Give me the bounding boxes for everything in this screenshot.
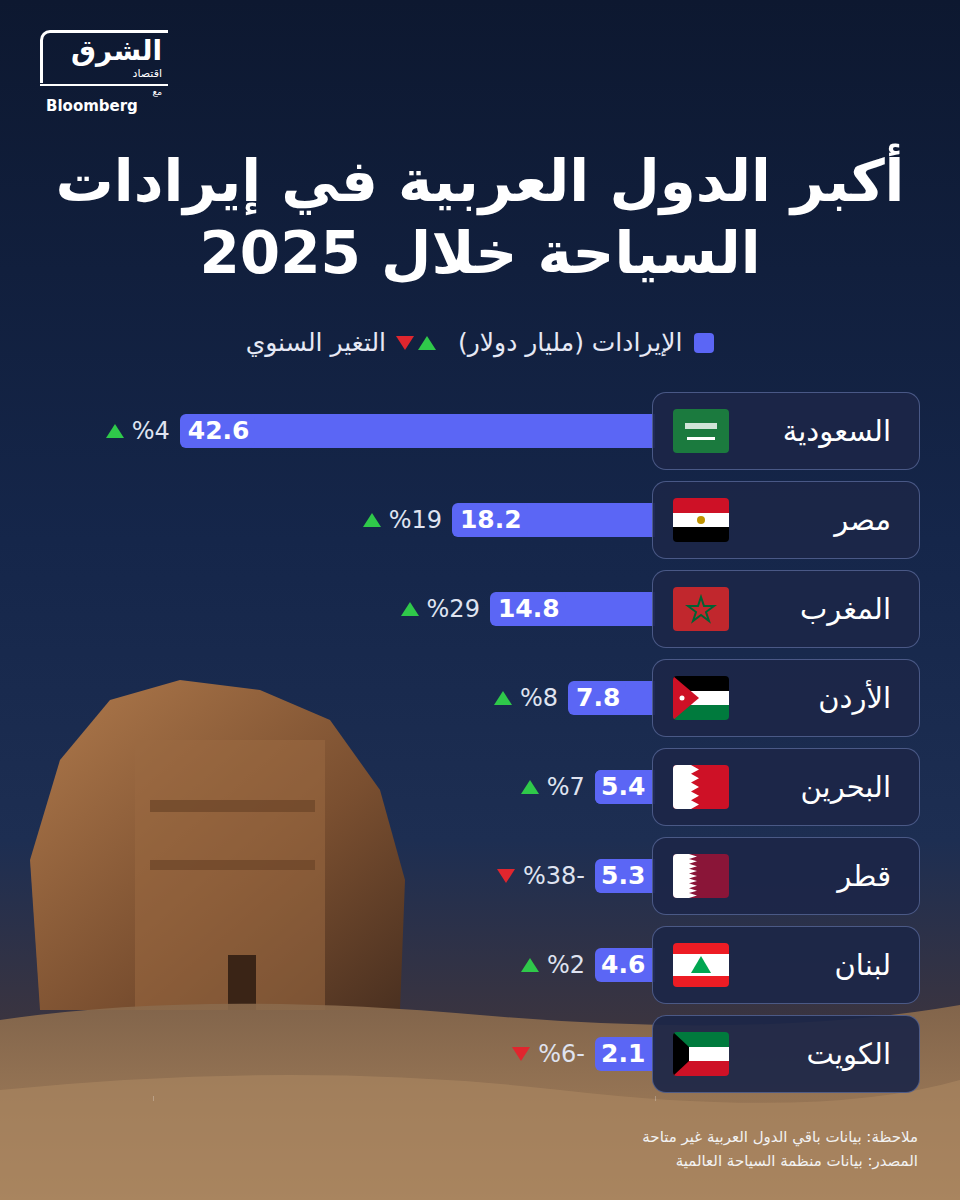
- category-label: الكويت: [807, 1016, 891, 1092]
- category-label: لبنان: [835, 927, 891, 1003]
- change-down-arrow: [497, 869, 515, 883]
- data-label: 5.4: [595, 770, 651, 804]
- plot-area: [153, 380, 655, 1100]
- category-label: السعودية: [783, 393, 891, 469]
- change-label: %29: [427, 595, 480, 623]
- flag: [673, 1032, 729, 1076]
- brand-name: الشرق: [47, 35, 162, 67]
- change: %2: [521, 949, 585, 981]
- flag: [673, 587, 729, 631]
- category-label: مصر: [834, 482, 891, 558]
- category-card: قطر: [652, 837, 920, 915]
- change-up-arrow: [521, 958, 539, 972]
- x-tick: [153, 1096, 154, 1101]
- change-label: %4: [132, 417, 170, 445]
- brand-section: اقتصاد: [47, 67, 162, 81]
- note: ملاحظة: بيانات باقي الدول العربية غير مت…: [642, 1128, 918, 1146]
- data-label: 4.6: [595, 948, 651, 982]
- legend-arrows: [396, 336, 436, 350]
- data-label: 7.8: [570, 681, 626, 715]
- flag: [673, 943, 729, 987]
- change-label: %6-: [538, 1040, 585, 1068]
- brand-box: الشرقاقتصاد: [40, 30, 168, 83]
- change: %7: [521, 771, 585, 803]
- change-label: %7: [547, 773, 585, 801]
- title: أكبر الدول العربية في إيرادات السياحة خل…: [0, 145, 960, 289]
- legend-values: الإيرادات (مليار دولار): [458, 328, 682, 357]
- data-label: 42.6: [182, 414, 256, 448]
- brand-rule: [40, 84, 168, 86]
- change-label: %8: [520, 684, 558, 712]
- change-label: %2: [547, 951, 585, 979]
- brand-with: مع: [40, 87, 168, 98]
- flag: [673, 498, 729, 542]
- change-up-arrow: [106, 424, 124, 438]
- category-card: البحرين: [652, 748, 920, 826]
- flag: [673, 854, 729, 898]
- legend-up: [418, 336, 436, 350]
- category-card: لبنان: [652, 926, 920, 1004]
- change: %19: [363, 504, 442, 536]
- data-label: 14.8: [492, 592, 566, 626]
- data-label: 18.2: [454, 503, 528, 537]
- change-up-arrow: [363, 513, 381, 527]
- category-label: الأردن: [818, 660, 891, 736]
- category-card: الكويت: [652, 1015, 920, 1093]
- category-label: قطر: [837, 838, 891, 914]
- change-up-arrow: [521, 780, 539, 794]
- flag: [673, 409, 729, 453]
- x-tick: [655, 1096, 656, 1101]
- flag: [673, 765, 729, 809]
- legend-swatch: [694, 333, 714, 353]
- category-card: السعودية: [652, 392, 920, 470]
- legend: الإيرادات (مليار دولار) التغير السنوي: [0, 328, 960, 357]
- category-label: المغرب: [800, 571, 891, 647]
- brand-partner: Bloomberg: [40, 98, 168, 115]
- brand-logo: الشرقاقتصاد معBloomberg: [40, 30, 168, 115]
- label-layer: السعودية 42.6 %4 مصر 18.2 %19 المغرب 14.8 %29 الأ…: [0, 0, 960, 1200]
- category-card: المغرب: [652, 570, 920, 648]
- change-label: %19: [389, 506, 442, 534]
- change-up-arrow: [494, 691, 512, 705]
- category-card: الأردن: [652, 659, 920, 737]
- data-label: 2.1: [595, 1037, 651, 1071]
- change: %6-: [512, 1038, 585, 1070]
- category-card: مصر: [652, 481, 920, 559]
- legend-changes: التغير السنوي: [246, 328, 386, 357]
- flag: [673, 676, 729, 720]
- category-label: البحرين: [800, 749, 891, 825]
- change: %4: [106, 415, 170, 447]
- change: %38-: [497, 860, 585, 892]
- change-down-arrow: [512, 1047, 530, 1061]
- change: %29: [401, 593, 480, 625]
- data-label: 5.3: [595, 859, 651, 893]
- legend-down: [396, 336, 414, 350]
- change-label: %38-: [523, 862, 585, 890]
- source: المصدر: بيانات منظمة السياحة العالمية: [676, 1152, 918, 1170]
- change: %8: [494, 682, 558, 714]
- change-up-arrow: [401, 602, 419, 616]
